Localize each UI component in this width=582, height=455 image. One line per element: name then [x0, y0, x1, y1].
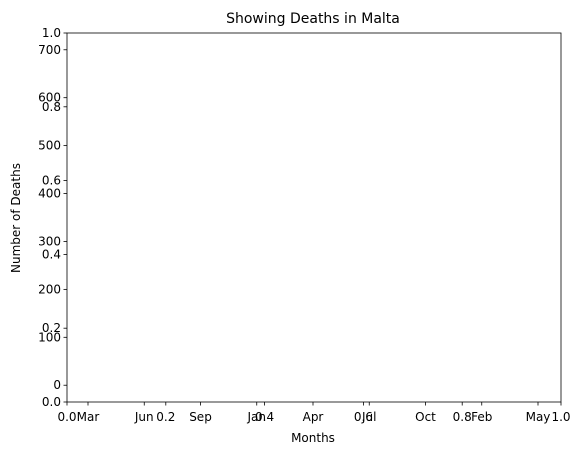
overlay-x-tick-label: 0.4 [255, 410, 274, 424]
x-tick-label: Apr [303, 410, 324, 424]
x-tick-label: Feb [471, 410, 492, 424]
overlay-x-tick-label: 0.0 [57, 410, 76, 424]
x-tick-label: Jul [361, 410, 376, 424]
overlay-y-tick-label: 0.4 [42, 247, 61, 261]
overlay-x-tick-label: 0.2 [156, 410, 175, 424]
plot-frame [66, 32, 562, 403]
overlay-y-tick-label: 1.0 [42, 26, 61, 40]
overlay-y-tick-label: 0.6 [42, 174, 61, 188]
overlay-y-tick-label: 0.0 [42, 395, 61, 409]
y-axis: 0 100 200 300 400 500 600 700 [38, 43, 67, 392]
x-tick-label: Mar [77, 410, 100, 424]
y-tick-label: 100 [38, 330, 61, 344]
y-axis-label: Number of Deaths [9, 163, 23, 273]
x-axis: Mar Jun Sep Jan Apr Jul Oct Feb May [77, 402, 551, 424]
x-axis-label: Months [291, 431, 335, 445]
overlay-y-tick-label: 0.8 [42, 100, 61, 114]
y-tick-label: 700 [38, 43, 61, 57]
overlay-x-axis: 0.0 0.2 0.4 0.6 0.8 1.0 [57, 402, 571, 424]
plot-border [66, 32, 562, 403]
y-tick-label: 400 [38, 187, 61, 201]
overlay-y-tick-label: 0.2 [42, 321, 61, 335]
x-tick-label: Jan [247, 410, 267, 424]
overlay-x-tick-label: 1.0 [551, 410, 570, 424]
x-tick-label: Jun [134, 410, 154, 424]
y-tick-label: 300 [38, 234, 61, 248]
y-tick-label: 600 [38, 91, 61, 105]
chart-title: Showing Deaths in Malta [226, 11, 400, 27]
x-tick-label: Oct [415, 410, 436, 424]
x-tick-label: May [526, 410, 551, 424]
x-tick-label: Sep [189, 410, 212, 424]
overlay-y-axis: 0.0 0.2 0.4 0.6 0.8 1.0 [42, 26, 67, 409]
y-tick-label: 0 [53, 378, 61, 392]
overlay-x-tick-label: 0.6 [354, 410, 373, 424]
overlay-x-tick-label: 0.8 [453, 410, 472, 424]
y-tick-label: 500 [38, 139, 61, 153]
y-tick-label: 200 [38, 282, 61, 296]
